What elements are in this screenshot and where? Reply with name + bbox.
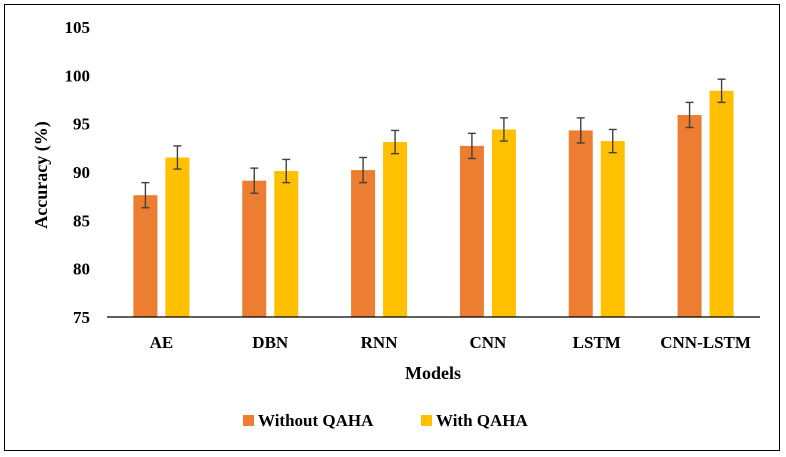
x-tick-label: LSTM — [573, 333, 621, 352]
y-tick-label: 100 — [65, 66, 91, 85]
bar-without-qaha — [568, 130, 593, 317]
bar-with-qaha — [165, 157, 190, 317]
x-tick-label: CNN — [469, 333, 507, 352]
y-tick-label: 75 — [73, 308, 90, 327]
bars — [133, 90, 734, 317]
x-tick-label: AE — [150, 333, 174, 352]
bar-with-qaha — [383, 142, 408, 317]
error-bar — [250, 167, 259, 194]
error-bars — [141, 78, 726, 209]
error-bar — [391, 129, 400, 155]
legend-label: With QAHA — [436, 411, 529, 430]
legend-swatch — [243, 415, 254, 426]
x-axis-title: Models — [405, 363, 461, 383]
error-bar — [467, 132, 476, 160]
y-tick-label: 105 — [65, 18, 91, 37]
bar-without-qaha — [133, 195, 158, 317]
error-bar — [173, 145, 182, 170]
bar-with-qaha — [274, 171, 299, 317]
error-bar — [717, 78, 726, 104]
bar-without-qaha — [677, 114, 702, 317]
bar-without-qaha — [459, 145, 484, 317]
error-bar — [141, 181, 150, 209]
error-bar — [685, 101, 694, 129]
y-tick-label: 90 — [73, 163, 90, 182]
x-tick-label: DBN — [252, 333, 289, 352]
legend-label: Without QAHA — [258, 411, 374, 430]
bar-with-qaha — [600, 141, 625, 317]
bar-with-qaha — [709, 90, 734, 317]
bar-with-qaha — [491, 129, 516, 317]
x-tick-label: RNN — [361, 333, 399, 352]
y-tick-label: 95 — [73, 115, 90, 134]
y-axis-title: Accuracy (%) — [31, 121, 52, 228]
error-bar — [499, 117, 508, 142]
y-tick-label: 85 — [73, 211, 90, 230]
y-axis: 75 80 85 90 95 100 105 — [65, 18, 91, 327]
error-bar — [608, 128, 617, 154]
error-bar — [576, 117, 585, 144]
bar-without-qaha — [351, 170, 376, 317]
y-tick-label: 80 — [73, 260, 90, 279]
legend-swatch — [421, 415, 432, 426]
x-tick-label: CNN-LSTM — [660, 333, 751, 352]
x-axis: AE DBN RNN CNN LSTM CNN-LSTM — [107, 316, 760, 352]
bar-without-qaha — [242, 180, 267, 317]
error-bar — [282, 158, 291, 184]
legend: Without QAHA With QAHA — [243, 411, 529, 430]
error-bar — [359, 156, 368, 184]
